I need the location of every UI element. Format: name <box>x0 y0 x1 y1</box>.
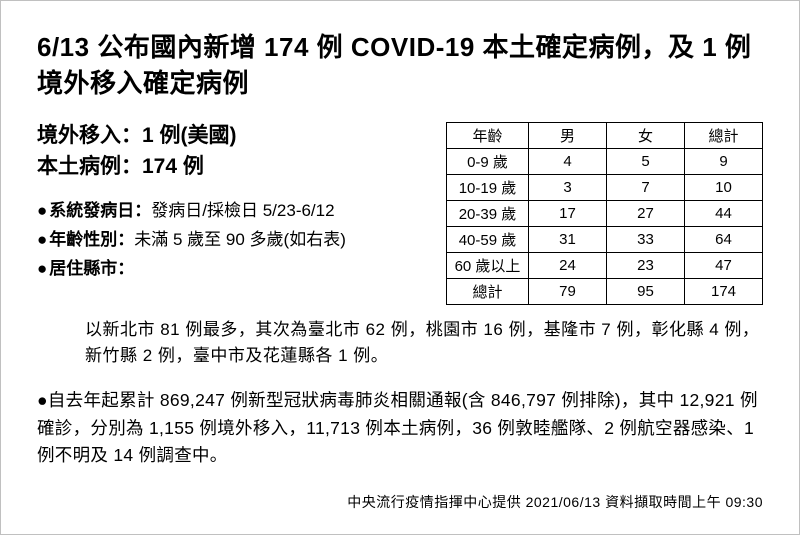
table-row: 40-59 歲313364 <box>447 226 763 252</box>
table-cell: 9 <box>685 148 763 174</box>
table-cell: 10-19 歲 <box>447 174 529 200</box>
th-total: 總計 <box>685 122 763 148</box>
cumulative-paragraph: ●自去年起累計 869,247 例新型冠狀病毒肺炎相關通報(含 846,797 … <box>37 387 763 468</box>
table-cell: 95 <box>607 278 685 304</box>
table-cell: 174 <box>685 278 763 304</box>
table-cell: 7 <box>607 174 685 200</box>
table-cell: 4 <box>529 148 607 174</box>
table-cell: 3 <box>529 174 607 200</box>
bullet-onset: ● 系統發病日： 發病日/採檢日 5/23-6/12 <box>37 197 426 226</box>
table-cell: 總計 <box>447 278 529 304</box>
bullet-age-value: 未滿 5 歲至 90 多歲(如右表) <box>134 226 346 255</box>
age-table: 年齡 男 女 總計 0-9 歲45910-19 歲371020-39 歲1727… <box>446 122 763 305</box>
bullet-onset-value: 發病日/採檢日 5/23-6/12 <box>151 197 334 226</box>
table-cell: 5 <box>607 148 685 174</box>
table-row: 0-9 歲459 <box>447 148 763 174</box>
table-cell: 47 <box>685 252 763 278</box>
table-cell: 20-39 歲 <box>447 200 529 226</box>
bullet-age-label: 年齡性別： <box>49 226 134 255</box>
bullet-county-label: 居住縣市： <box>49 255 134 284</box>
table-cell: 40-59 歲 <box>447 226 529 252</box>
table-cell: 0-9 歲 <box>447 148 529 174</box>
table-header-row: 年齡 男 女 總計 <box>447 122 763 148</box>
bullet-dot-icon: ● <box>37 255 47 284</box>
imported-line: 境外移入：1 例(美國) <box>37 120 426 152</box>
th-female: 女 <box>607 122 685 148</box>
bullet-block: ● 系統發病日： 發病日/採檢日 5/23-6/12 ● 年齡性別： 未滿 5 … <box>37 197 426 284</box>
table-row: 20-39 歲172744 <box>447 200 763 226</box>
table-cell: 23 <box>607 252 685 278</box>
table-cell: 10 <box>685 174 763 200</box>
table-cell: 79 <box>529 278 607 304</box>
table-cell: 44 <box>685 200 763 226</box>
bullet-county: ● 居住縣市： <box>37 255 426 284</box>
left-column: 境外移入：1 例(美國) 本土病例：174 例 ● 系統發病日： 發病日/採檢日… <box>37 120 426 284</box>
table-cell: 64 <box>685 226 763 252</box>
summary-lines: 境外移入：1 例(美國) 本土病例：174 例 <box>37 120 426 183</box>
cumulative-text: 自去年起累計 869,247 例新型冠狀病毒肺炎相關通報(含 846,797 例… <box>37 390 758 464</box>
bullet-age: ● 年齡性別： 未滿 5 歲至 90 多歲(如右表) <box>37 226 426 255</box>
table-cell: 31 <box>529 226 607 252</box>
table-cell: 33 <box>607 226 685 252</box>
bullet-dot-icon: ● <box>37 226 47 255</box>
footer-source: 中央流行疫情指揮中心提供 2021/06/13 資料擷取時間上午 09:30 <box>347 492 763 512</box>
page-title: 6/13 公布國內新增 174 例 COVID-19 本土確定病例，及 1 例境… <box>37 29 763 102</box>
bullet-dot-icon: ● <box>37 390 48 410</box>
table-cell: 27 <box>607 200 685 226</box>
table-cell: 60 歲以上 <box>447 252 529 278</box>
table-cell: 24 <box>529 252 607 278</box>
local-line: 本土病例：174 例 <box>37 151 426 183</box>
county-paragraph: 以新北市 81 例最多，其次為臺北市 62 例，桃園市 16 例，基隆市 7 例… <box>85 317 763 370</box>
bullet-dot-icon: ● <box>37 197 47 226</box>
th-male: 男 <box>529 122 607 148</box>
table-row: 總計7995174 <box>447 278 763 304</box>
th-age: 年齡 <box>447 122 529 148</box>
table-cell: 17 <box>529 200 607 226</box>
mid-section: 境外移入：1 例(美國) 本土病例：174 例 ● 系統發病日： 發病日/採檢日… <box>37 120 763 305</box>
table-row: 10-19 歲3710 <box>447 174 763 200</box>
table-row: 60 歲以上242347 <box>447 252 763 278</box>
bullet-onset-label: 系統發病日： <box>49 197 151 226</box>
